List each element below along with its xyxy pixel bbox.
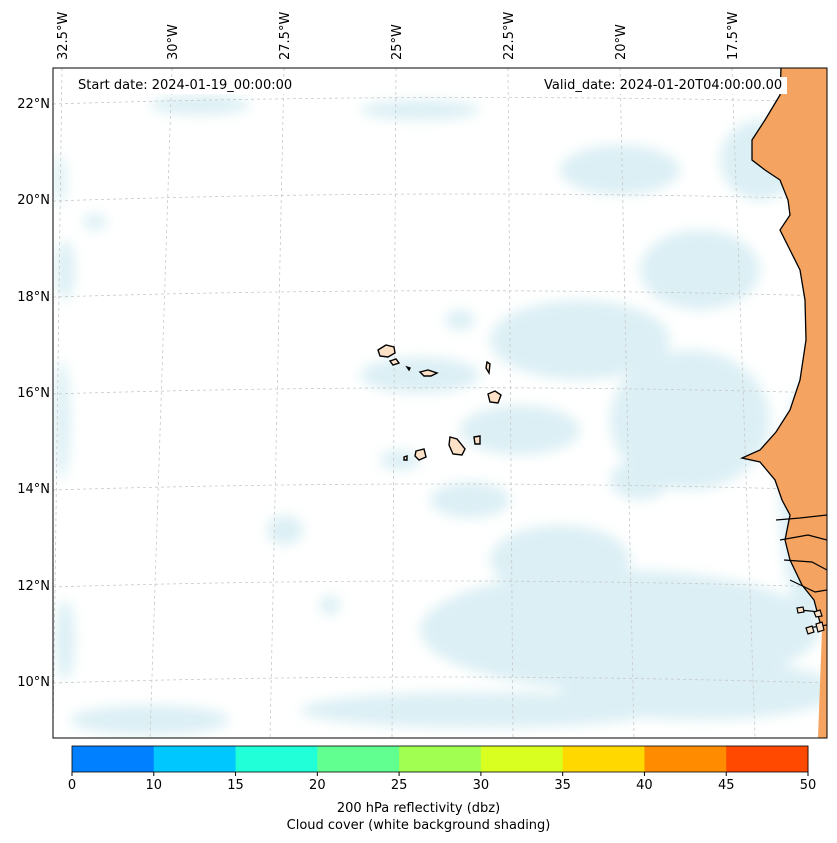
boa-vista (487, 390, 502, 404)
bissagos-islands (796, 606, 825, 635)
meridian-20w (619, 68, 635, 738)
lon-label-17-5w: 17.5°W (726, 11, 741, 60)
colorbar-segment (153, 746, 237, 772)
meridian-30w (149, 68, 173, 738)
parallel-20n (53, 193, 827, 202)
africa-landmass (739, 68, 827, 738)
colorbar-segment (235, 746, 318, 772)
lon-label-32-5w: 32.5°W (56, 11, 71, 60)
colorbar (71, 745, 809, 776)
lat-label-10n: 10°N (17, 675, 50, 690)
meridian-25w (391, 68, 397, 738)
sal (485, 360, 491, 376)
parallel-10n (53, 676, 827, 684)
colorbar-sublabel: Cloud cover (white background shading) (286, 818, 551, 833)
santa-luzia (405, 365, 411, 372)
cape-verde-islands (377, 344, 502, 461)
coastline (739, 68, 823, 631)
colorbar-segment (644, 746, 727, 772)
parallel-22n (53, 97, 827, 105)
maio (473, 435, 481, 445)
colorbar-segment (72, 746, 155, 772)
meridian-17-5w (731, 68, 756, 738)
lon-label-25w: 25°W (390, 24, 405, 60)
colorbar-tick-label: 20 (309, 778, 326, 793)
colorbar-segment (399, 746, 482, 772)
map-frame (52, 67, 828, 739)
lon-label-27-5w: 27.5°W (278, 11, 293, 60)
colorbar-tick-label: 45 (717, 778, 735, 793)
colorbar-tick-label: 30 (472, 778, 490, 793)
lat-label-12n: 12°N (17, 579, 50, 594)
colorbar-tick-label: 10 (145, 778, 163, 793)
meridian-22-5w (507, 68, 514, 738)
colorbar-segment (726, 746, 809, 772)
lon-label-22-5w: 22.5°W (502, 11, 517, 60)
start-date-label: Start date: 2024-01-19_00:00:00 (73, 77, 298, 94)
lat-label-14n: 14°N (17, 482, 50, 497)
colorbar-segment (562, 746, 645, 772)
parallel-16n (53, 387, 827, 395)
lat-label-22n: 22°N (17, 97, 50, 112)
colorbar-segment (317, 746, 400, 772)
graticule (53, 68, 827, 738)
sao-nicolau (418, 369, 439, 377)
lat-label-16n: 16°N (17, 386, 50, 401)
colorbar-tick-label: 25 (390, 778, 408, 793)
colorbar-frame (71, 745, 809, 773)
colorbar-tick-label: 15 (227, 778, 244, 793)
meridian-32-5w (53, 68, 63, 738)
meridian-27-5w (269, 68, 285, 738)
lon-label-20w: 20°W (614, 24, 629, 60)
colorbar-tick-label: 40 (636, 778, 653, 793)
colorbar-tick-label: 35 (554, 778, 571, 793)
santo-antao (377, 344, 396, 358)
valid-date-label: Valid_date: 2024-01-20T04:00:00.00 (539, 77, 788, 94)
colorbar-segment (480, 746, 564, 772)
colorbar-tick-label: 0 (67, 778, 77, 793)
santiago (448, 436, 466, 456)
sao-vicente (388, 358, 401, 366)
colorbar-tick-label: 50 (799, 778, 817, 793)
lon-label-30w: 30°W (166, 24, 181, 60)
lat-label-18n: 18°N (17, 290, 50, 305)
parallel-12n (53, 580, 827, 588)
cloud-cover-shading (54, 95, 827, 735)
colorbar-label: 200 hPa reflectivity (dbz) (336, 801, 501, 816)
parallel-18n (53, 290, 827, 298)
parallel-14n (53, 483, 827, 491)
fogo (414, 448, 427, 461)
brava (403, 455, 408, 461)
lat-label-20n: 20°N (17, 193, 50, 208)
